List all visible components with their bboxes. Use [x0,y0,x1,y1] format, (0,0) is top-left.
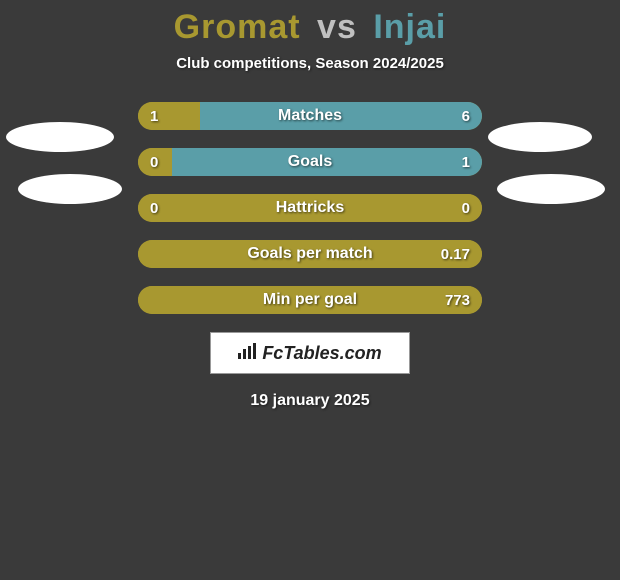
stat-bar-row: 0Hattricks0 [138,194,482,222]
stat-label: Goals per match [138,240,482,268]
player-right-name: Injai [373,8,446,46]
stat-bar-row: Min per goal773 [138,286,482,314]
player-left-name: Gromat [174,8,301,46]
stat-value-right: 0.17 [441,240,470,268]
stat-label: Matches [138,102,482,130]
stat-bar-row: 1Matches6 [138,102,482,130]
stat-value-right: 0 [462,194,470,222]
stat-value-right: 773 [445,286,470,314]
stat-label: Hattricks [138,194,482,222]
decorative-oval [6,122,114,152]
comparison-title: Gromat vs Injai [0,8,620,47]
decorative-oval [497,174,605,204]
stat-value-right: 1 [462,148,470,176]
stat-label: Goals [138,148,482,176]
stat-bars-container: 1Matches60Goals10Hattricks0Goals per mat… [138,102,482,314]
decorative-oval [18,174,122,204]
vs-separator: vs [317,8,357,46]
decorative-oval [488,122,592,152]
logo: FcTables.com [238,343,381,364]
stat-label: Min per goal [138,286,482,314]
stat-value-right: 6 [462,102,470,130]
subtitle: Club competitions, Season 2024/2025 [0,55,620,72]
date-label: 19 january 2025 [0,392,620,410]
header: Gromat vs Injai Club competitions, Seaso… [0,0,620,72]
stat-bar-row: Goals per match0.17 [138,240,482,268]
logo-text: FcTables.com [262,343,381,364]
chart-icon [238,343,258,364]
stat-bar-row: 0Goals1 [138,148,482,176]
logo-box[interactable]: FcTables.com [210,332,410,374]
